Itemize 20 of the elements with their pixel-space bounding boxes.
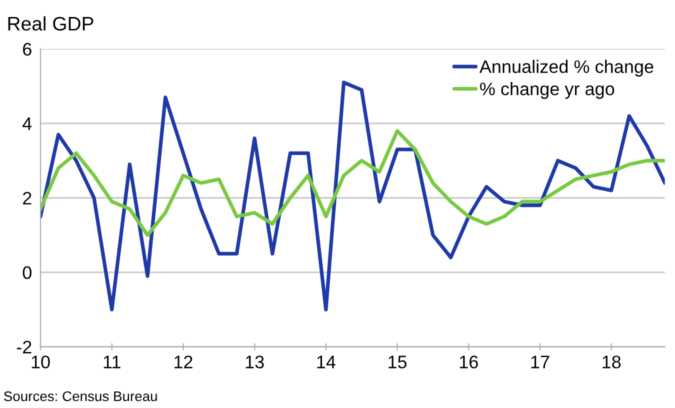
- legend-label: Annualized % change: [479, 60, 654, 77]
- y-tick-label: 0: [22, 266, 32, 280]
- x-tick-label: 16: [460, 356, 478, 368]
- x-tick-label: 14: [317, 356, 336, 368]
- y-tick-label: 4: [22, 118, 32, 130]
- x-tick-label: 15: [388, 356, 407, 368]
- y-tick-label: -2: [16, 340, 32, 354]
- chart-title: Real GDP: [8, 16, 94, 31]
- line-series: [40, 80, 665, 312]
- legend-label: % change yr ago: [480, 82, 614, 99]
- x-tick-label: 11: [104, 356, 120, 368]
- x-tick-label: 18: [602, 356, 621, 368]
- x-tick-label: 10: [32, 356, 50, 368]
- y-tick-label: 6: [23, 42, 32, 56]
- line-series: [40, 129, 665, 237]
- x-tick-label: 12: [174, 356, 192, 368]
- x-tick-label: 17: [531, 356, 550, 368]
- x-tick-label: 13: [246, 356, 264, 368]
- y-tick-label: 2: [23, 192, 32, 204]
- source-note: Sources: Census Bureau: [4, 391, 157, 402]
